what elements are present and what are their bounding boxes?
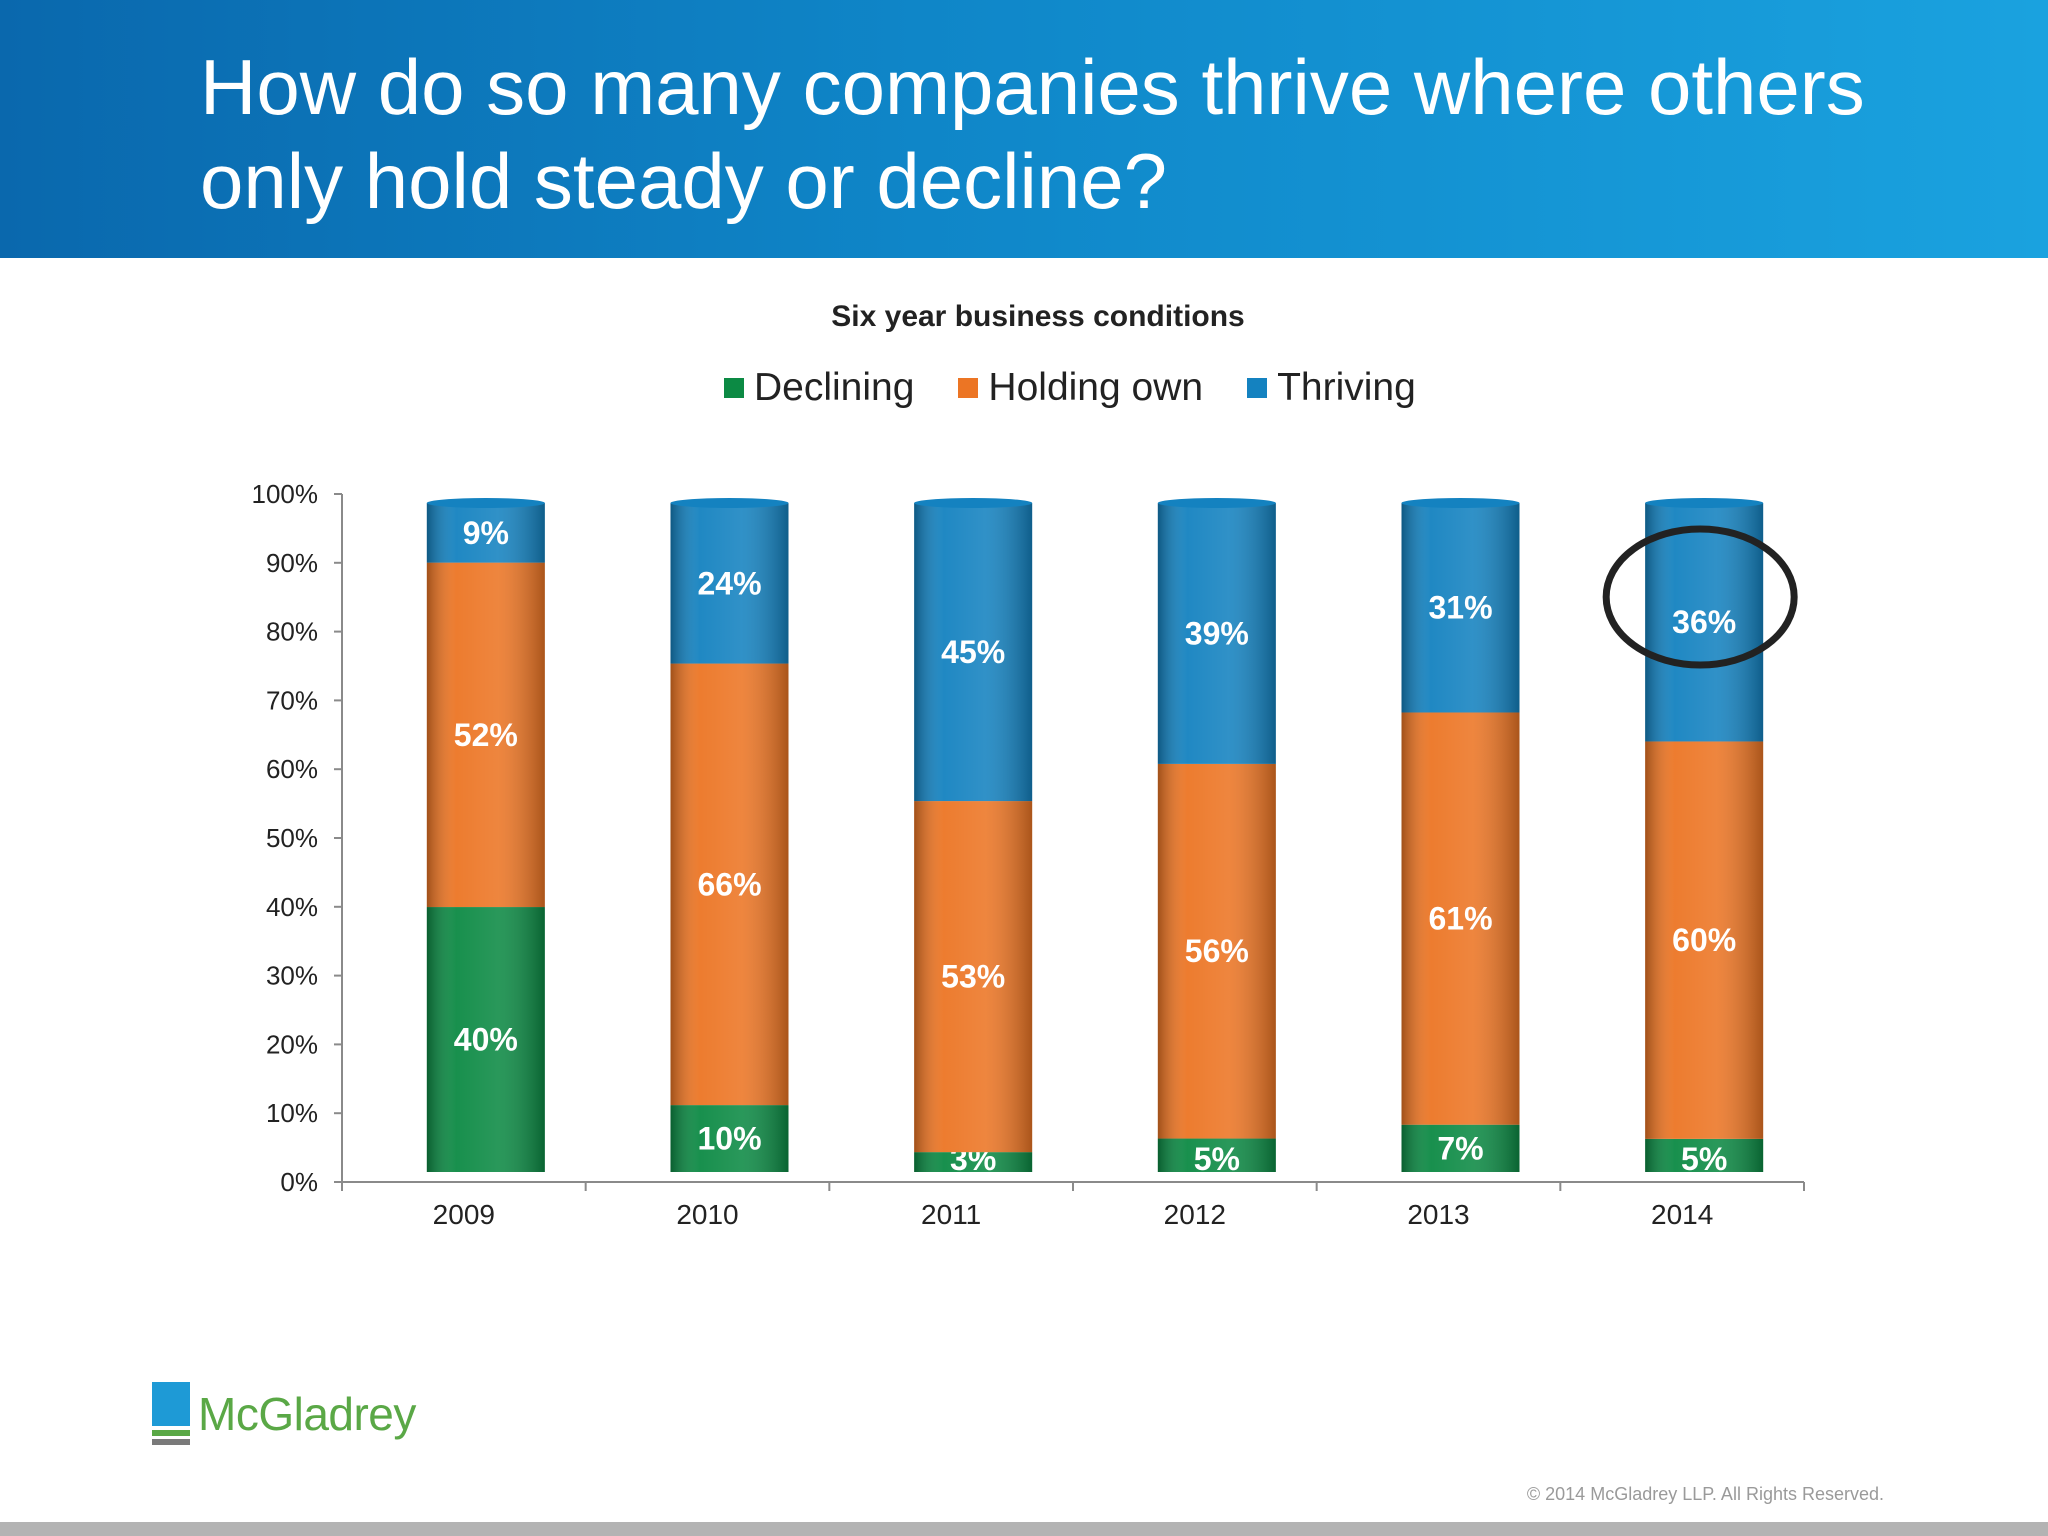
data-label-thriving-2011: 45% — [941, 634, 1005, 670]
data-label-holding-own-2012: 56% — [1185, 933, 1249, 969]
legend-swatch-holding-own — [958, 378, 979, 398]
bottom-bar — [0, 1522, 2048, 1536]
bar-shading-holding-own-2011 — [914, 801, 1033, 1153]
slide-title-line-1: How do so many companies thrive where ot… — [200, 43, 1865, 131]
x-tick-label: 2011 — [921, 1199, 981, 1230]
bar-top-cap-2010 — [670, 498, 789, 508]
bar-shading-declining-2009 — [426, 907, 545, 1172]
bar-top-cap-2014 — [1645, 498, 1764, 508]
data-label-holding-own-2011: 53% — [941, 959, 1005, 995]
y-tick-label: 10% — [266, 1098, 318, 1128]
data-label-holding-own-2013: 61% — [1428, 901, 1492, 937]
slide-title-line-2: only hold steady or decline? — [200, 137, 1167, 225]
y-tick-label: 50% — [266, 823, 318, 853]
x-tick-label: 2009 — [433, 1199, 495, 1230]
y-tick-label: 60% — [266, 754, 318, 784]
legend-label-declining: Declining — [754, 366, 915, 409]
bar-shading-thriving-2012 — [1157, 503, 1276, 764]
y-tick-label: 20% — [266, 1029, 318, 1059]
y-tick-label: 70% — [266, 685, 318, 715]
data-label-holding-own-2014: 60% — [1672, 922, 1736, 958]
data-label-declining-2009: 40% — [454, 1022, 518, 1058]
highlight-circle — [1602, 525, 1798, 669]
bar-shading-declining-2010 — [670, 1105, 789, 1172]
y-tick-label: 30% — [266, 961, 318, 991]
x-tick-label: 2014 — [1651, 1199, 1713, 1230]
legend-item-thriving: Thriving — [1247, 366, 1416, 410]
legend-swatch-declining — [724, 378, 744, 398]
bar-shading-declining-2013 — [1401, 1124, 1520, 1172]
bar-top-cap-2011 — [914, 498, 1033, 508]
bar-shading-declining-2014 — [1645, 1138, 1764, 1172]
logo-text: McGladrey — [198, 1388, 416, 1440]
copyright-notice: © 2014 McGladrey LLP. All Rights Reserve… — [1526, 1484, 1884, 1504]
data-label-thriving-2010: 24% — [697, 565, 761, 601]
bar-top-cap-2013 — [1401, 498, 1520, 508]
legend-item-holding-own: Holding own — [958, 366, 1203, 410]
y-tick-label: 80% — [266, 617, 318, 647]
mcgladrey-logo: McGladrey — [152, 1382, 416, 1446]
x-tick-label: 2010 — [676, 1199, 738, 1230]
data-label-declining-2012: 5% — [1194, 1141, 1240, 1177]
data-label-thriving-2009: 9% — [463, 515, 509, 551]
bar-shading-holding-own-2013 — [1401, 712, 1520, 1125]
slide-title: How do so many companies thrive where ot… — [200, 40, 2000, 228]
bar-shading-thriving-2011 — [914, 503, 1033, 802]
bar-shading-thriving-2009 — [426, 503, 545, 563]
x-tick-label: 2012 — [1164, 1199, 1226, 1230]
data-label-holding-own-2009: 52% — [454, 717, 518, 753]
legend-swatch-thriving — [1247, 378, 1268, 398]
data-label-thriving-2013: 31% — [1428, 590, 1492, 626]
legend-label-thriving: Thriving — [1277, 366, 1416, 409]
bar-shading-declining-2011 — [914, 1152, 1033, 1172]
y-tick-label: 40% — [266, 892, 318, 922]
y-tick-label: 100% — [252, 479, 319, 509]
data-label-thriving-2014: 36% — [1672, 604, 1736, 640]
bar-shading-thriving-2013 — [1401, 503, 1520, 713]
y-tick-label: 0% — [280, 1167, 318, 1197]
bar-shading-thriving-2014 — [1645, 503, 1764, 742]
legend-label-holding-own: Holding own — [988, 366, 1204, 409]
bar-shading-holding-own-2010 — [670, 663, 789, 1106]
header-band — [0, 0, 2048, 258]
legend-item-declining: Declining — [724, 366, 914, 410]
bar-shading-thriving-2010 — [670, 503, 789, 664]
bar-shading-holding-own-2009 — [426, 562, 545, 908]
data-label-declining-2013: 7% — [1437, 1130, 1483, 1166]
chart-legend: Declining Holding own Thriving — [724, 362, 1416, 414]
data-label-declining-2014: 5% — [1681, 1141, 1727, 1177]
bar-shading-holding-own-2012 — [1157, 763, 1276, 1139]
chart-title: Six year business conditions — [831, 300, 1245, 333]
data-label-declining-2010: 10% — [697, 1121, 761, 1157]
x-tick-label: 2013 — [1407, 1199, 1469, 1230]
bar-top-cap-2009 — [426, 498, 545, 508]
data-label-thriving-2012: 39% — [1185, 615, 1249, 651]
data-label-holding-own-2010: 66% — [697, 866, 761, 902]
bar-shading-holding-own-2014 — [1645, 741, 1764, 1139]
bar-shading-declining-2012 — [1157, 1138, 1276, 1172]
y-tick-label: 90% — [266, 548, 318, 578]
bar-top-cap-2012 — [1157, 498, 1276, 508]
logo-mark-icon — [152, 1382, 190, 1446]
